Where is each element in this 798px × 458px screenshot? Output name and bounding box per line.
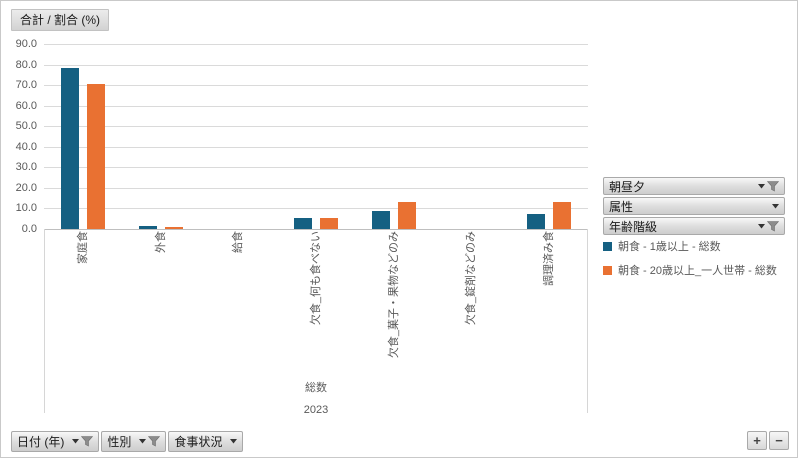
bar[interactable] <box>86 84 105 229</box>
filter-funnel-icon <box>767 180 779 191</box>
field-button-label: 属性 <box>609 199 634 214</box>
field-button-icons <box>72 436 94 447</box>
legend-item-series2: 朝食 - 20歳以上_一人世帯 - 総数 <box>603 263 777 277</box>
bar-group <box>277 44 355 229</box>
y-tick-label: 10.0 <box>15 202 37 215</box>
bar-group <box>510 44 588 229</box>
dropdown-arrow-icon <box>72 439 80 444</box>
value-field-button[interactable]: 合計 / 割合 (%) <box>11 9 109 31</box>
gridline <box>44 126 588 128</box>
axis-group-label-soosu: 総数 <box>305 382 327 394</box>
y-tick-label: 40.0 <box>15 140 37 153</box>
x-category-label: 欠食_菓子・果物などのみ <box>387 231 400 359</box>
category-axis-area <box>44 229 588 413</box>
bar[interactable] <box>397 202 416 229</box>
bar[interactable] <box>293 217 312 229</box>
legend-swatch-series2 <box>603 265 612 275</box>
y-tick-label: 20.0 <box>15 181 37 194</box>
bar-group <box>44 44 122 229</box>
field-button-label: 年齢階級 <box>609 219 658 234</box>
field-button-gender[interactable]: 性別 <box>101 431 167 452</box>
axis-group-label-year: 2023 <box>303 404 329 416</box>
gridline <box>44 187 588 189</box>
filter-funnel-icon <box>81 436 94 447</box>
field-expanders: + − <box>747 431 789 450</box>
gridline <box>44 208 588 210</box>
field-button-asahiruyu[interactable]: 朝昼夕 <box>603 177 785 195</box>
bottom-field-buttons: 日付 (年) 性別 食事状況 <box>11 431 244 452</box>
x-category-label: 調理済み食 <box>543 231 556 286</box>
field-button-icons <box>758 220 779 232</box>
dropdown-arrow-icon <box>230 439 238 444</box>
bar-group <box>199 44 277 229</box>
dropdown-arrow-icon <box>758 223 765 228</box>
legend-item-series1: 朝食 - 1歳以上 - 総数 <box>603 239 777 253</box>
x-category-label: 欠食_何も食べない <box>310 231 322 326</box>
bar[interactable] <box>319 217 338 229</box>
field-button-date-year[interactable]: 日付 (年) <box>11 431 100 452</box>
field-button-label: 食事状況 <box>174 435 223 449</box>
legend-label-series1: 朝食 - 1歳以上 - 総数 <box>618 241 721 253</box>
y-tick-label: 50.0 <box>15 120 37 133</box>
y-tick-label: 0.0 <box>21 223 37 235</box>
gridline <box>44 105 588 107</box>
dropdown-arrow-icon <box>758 183 765 188</box>
x-axis-line <box>44 229 588 230</box>
field-button-label: 朝昼夕 <box>609 179 646 194</box>
bar[interactable] <box>553 202 572 229</box>
legend-swatch-series1 <box>603 241 612 251</box>
bar[interactable] <box>60 67 79 229</box>
bar[interactable] <box>138 226 157 229</box>
y-tick-label: 30.0 <box>15 161 37 174</box>
expand-field-button[interactable]: + <box>747 431 767 450</box>
legend-label-series2: 朝食 - 20歳以上_一人世帯 - 総数 <box>618 265 777 277</box>
field-button-icons <box>230 439 238 444</box>
gridline <box>44 167 588 169</box>
y-tick-label: 90.0 <box>15 38 37 50</box>
bar-group <box>355 44 433 229</box>
bar-group <box>122 44 200 229</box>
plot-area <box>44 44 588 230</box>
dropdown-arrow-icon <box>772 203 779 208</box>
filter-funnel-icon <box>767 220 779 231</box>
filter-funnel-icon <box>148 436 161 447</box>
x-category-label: 外食 <box>154 231 167 253</box>
field-button-icons <box>772 203 779 209</box>
y-tick-label: 80.0 <box>15 58 37 71</box>
x-category-label: 給食 <box>232 231 245 253</box>
field-button-meal-status[interactable]: 食事状況 <box>168 431 244 452</box>
field-button-nenrei[interactable]: 年齢階級 <box>603 217 785 235</box>
right-field-buttons: 朝昼夕 属性 年齢階級 <box>603 177 785 237</box>
chart-legend: 朝食 - 1歳以上 - 総数 朝食 - 20歳以上_一人世帯 - 総数 <box>603 239 777 287</box>
dropdown-arrow-icon <box>139 439 147 444</box>
collapse-field-button[interactable]: − <box>769 431 789 450</box>
field-button-icons <box>758 180 779 192</box>
gridline <box>44 44 588 45</box>
bar[interactable] <box>371 210 390 229</box>
field-button-label: 日付 (年) <box>17 435 65 449</box>
bar[interactable] <box>527 214 546 229</box>
gridline <box>44 85 588 87</box>
gridline <box>44 146 588 148</box>
field-button-icons <box>139 436 161 447</box>
field-button-label: 性別 <box>107 435 132 449</box>
y-tick-label: 60.0 <box>15 99 37 112</box>
gridline <box>44 64 588 66</box>
bar[interactable] <box>164 226 183 229</box>
x-category-label: 欠食_錠剤などのみ <box>465 231 478 326</box>
y-tick-label: 70.0 <box>15 79 37 92</box>
x-category-label: 家庭食 <box>76 231 89 264</box>
field-button-zokusei[interactable]: 属性 <box>603 197 785 215</box>
bar-group <box>433 44 511 229</box>
